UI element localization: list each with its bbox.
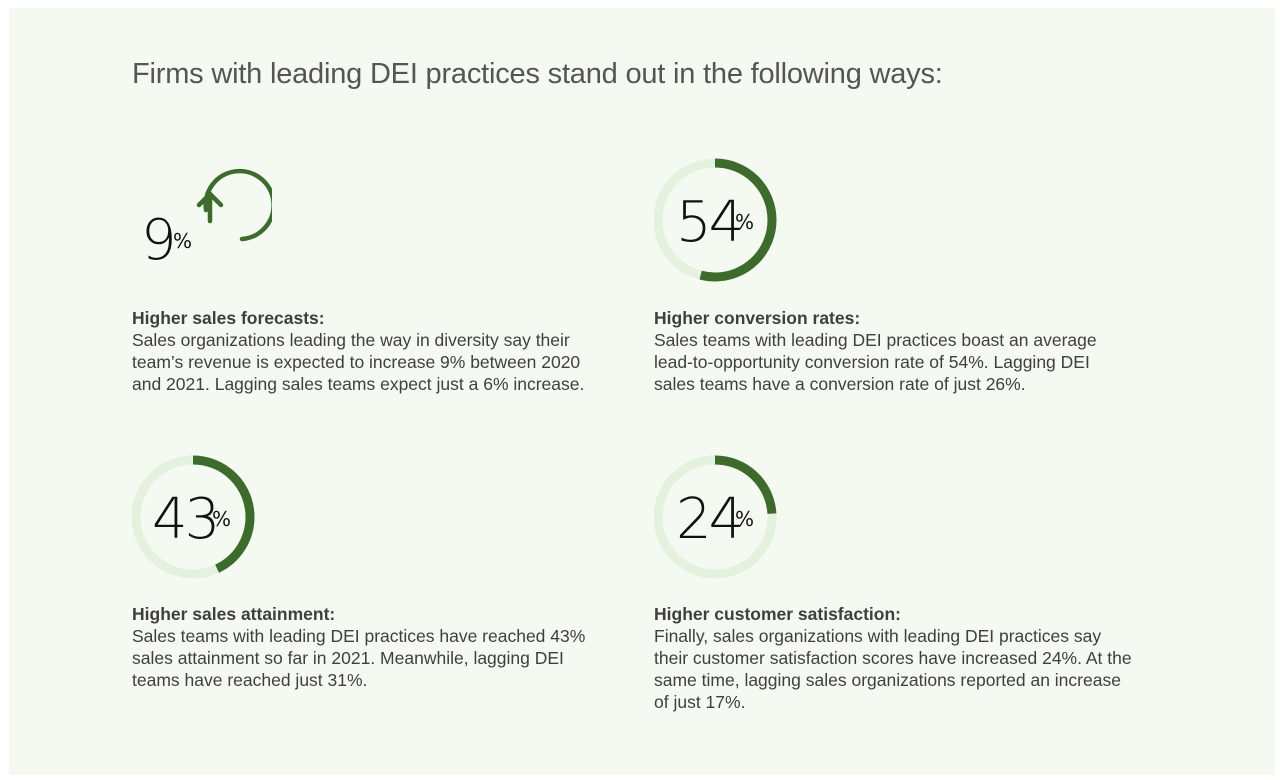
stat-sales-attainment: 43 % Higher sales attainment: Sales team… bbox=[132, 455, 612, 695]
content-panel bbox=[9, 8, 1275, 775]
stat-value: 9 bbox=[141, 208, 177, 273]
ring-progress bbox=[132, 455, 255, 579]
stat-title: Higher customer satisfaction: bbox=[654, 604, 901, 624]
stat-unit: % bbox=[212, 507, 231, 531]
page-title: Firms with leading DEI practices stand o… bbox=[132, 58, 943, 90]
stat-title: Higher sales forecasts: bbox=[132, 308, 325, 328]
stat-value: 54 bbox=[676, 190, 741, 255]
ring-progress bbox=[654, 158, 777, 282]
stat-description: Finally, sales organizations with leadin… bbox=[654, 626, 1132, 712]
arrow-up-circle-icon bbox=[196, 168, 272, 242]
stat-graphic: 24 % bbox=[654, 455, 777, 579]
stat-graphic: 43 % bbox=[132, 455, 255, 579]
stat-description: Sales teams with leading DEI practices h… bbox=[132, 626, 586, 690]
stat-value: 43 bbox=[152, 487, 217, 552]
stat-customer-satisfaction: 24 % Higher customer satisfaction: Final… bbox=[654, 455, 1134, 715]
stat-title: Higher conversion rates: bbox=[654, 308, 861, 328]
stat-value: 24 bbox=[676, 487, 741, 552]
stat-unit: % bbox=[735, 210, 754, 234]
stat-graphic: 9 % bbox=[141, 168, 272, 273]
stat-sales-forecasts: 9 % Higher sales forecasts: Sales organi… bbox=[132, 160, 612, 400]
ring-progress bbox=[654, 455, 777, 579]
stat-description: Sales teams with leading DEI practices b… bbox=[654, 330, 1097, 394]
stat-graphic: 54 % bbox=[654, 158, 777, 282]
stat-conversion-rates: 54 % Higher conversion rates: Sales team… bbox=[654, 158, 1134, 398]
stat-title: Higher sales attainment: bbox=[132, 604, 336, 624]
stat-unit: % bbox=[735, 507, 754, 531]
stat-description: Sales organizations leading the way in d… bbox=[132, 330, 585, 394]
stat-unit: % bbox=[173, 229, 192, 253]
